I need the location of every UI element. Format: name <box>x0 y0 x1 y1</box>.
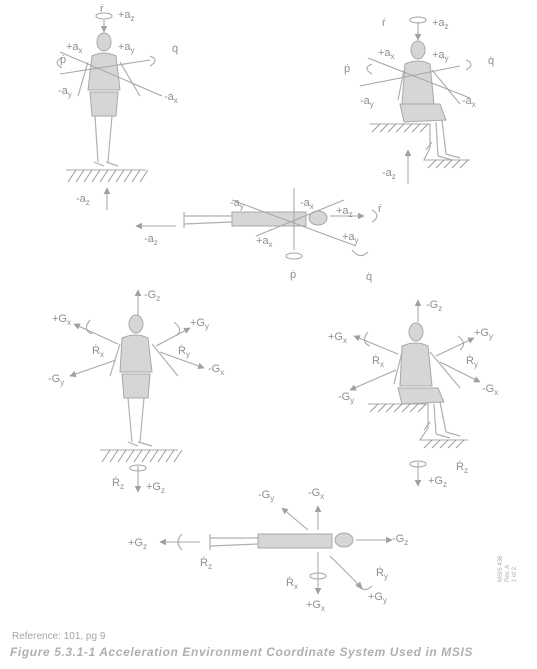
ax-pos-label: +ax <box>66 41 83 55</box>
gz-pos-label: +Gz <box>128 537 147 551</box>
ry-label: Ṙy <box>178 344 190 359</box>
gz-neg-label: -Gz <box>392 533 408 547</box>
ax-neg-label: -ax <box>164 91 178 105</box>
gx-pos-label: +Gx <box>306 599 325 613</box>
az-neg-label: -az <box>382 167 396 181</box>
rz-label: Ṙz <box>456 460 468 475</box>
gz-neg-label: -Gz <box>144 289 160 303</box>
supine-figure <box>183 210 328 228</box>
ax-neg-label: -ax <box>462 95 476 109</box>
gy-neg-label: -Gy <box>258 489 274 503</box>
panel-supine-acceleration: -az -ay -ax +az ṙ +ax +ay ṗ q̇ <box>135 188 382 283</box>
seat-hatch <box>370 123 470 169</box>
p-dot-label: ṗ <box>290 269 296 281</box>
gy-pos-label: +Gy <box>368 591 387 605</box>
az-pos-label: +az <box>118 9 135 23</box>
ground-hatch <box>100 449 183 463</box>
ay-pos-label: +ay <box>342 231 359 245</box>
ry-label: Ṙy <box>376 566 388 581</box>
seat-hatch <box>368 403 468 449</box>
gx-pos-label: +Gx <box>52 313 71 327</box>
reference-note: Reference: 101, pg 9 <box>12 631 106 642</box>
rx-label: Ṙx <box>372 354 384 369</box>
panel-supine-g: +Gz Ṙz -Gy -Gx -Gz Ṙx Ṙy +Gx +Gy <box>128 487 408 613</box>
r-dot-label: ṙ <box>382 17 386 29</box>
supine-figure <box>209 532 354 550</box>
gz-pos-label: +Gz <box>146 481 165 495</box>
gy-pos-label: +Gy <box>474 327 493 341</box>
gx-neg-label: -Gx <box>482 383 498 397</box>
doc-number: MSIS 436 <box>498 555 504 582</box>
ay-pos-label: +ay <box>432 49 449 63</box>
az-pos-label: +az <box>432 17 449 31</box>
ax-neg-label: -ax <box>300 197 314 211</box>
rx-label: Ṙx <box>92 344 104 359</box>
rz-label: Ṙz <box>112 476 124 491</box>
ry-label: Ṙy <box>466 354 478 369</box>
gz-neg-label: -Gz <box>426 299 442 313</box>
figure-caption: Figure 5.3.1-1 Acceleration Environment … <box>10 645 473 659</box>
az-pos-label: +az <box>336 205 353 219</box>
standing-figure <box>109 314 179 447</box>
r-dot-label: ṙ <box>100 3 104 15</box>
doc-revision: Rev. A <box>505 564 511 582</box>
q-dot-label: q̇ <box>366 271 372 283</box>
q-dot-label: q̇ <box>172 43 178 55</box>
seated-figure <box>397 40 461 161</box>
r-dot-label: ṙ <box>378 203 382 215</box>
p-dot-label: ṗ <box>344 63 350 75</box>
ay-neg-label: -ay <box>360 95 374 109</box>
gy-neg-label: -Gy <box>48 373 64 387</box>
doc-page: 1 of 2. <box>512 565 518 582</box>
document-id-note: MSIS 436 Rev. A 1 of 2. <box>498 542 519 582</box>
ay-pos-label: +ay <box>118 41 135 55</box>
panel-standing-g: -Gz +Gx +Gy Ṙx Ṙy -Gy -Gx Ṙz +Gz <box>48 289 224 495</box>
gy-neg-label: -Gy <box>338 391 354 405</box>
ay-neg-label: -ay <box>58 85 72 99</box>
gx-neg-label: -Gx <box>308 487 324 501</box>
gy-pos-label: +Gy <box>190 317 209 331</box>
ground-hatch <box>66 169 149 183</box>
seated-figure <box>393 322 461 439</box>
gz-pos-label: +Gz <box>428 475 447 489</box>
rx-label: Ṙx <box>286 576 298 591</box>
az-neg-label: -az <box>144 233 158 247</box>
ax-pos-label: +ax <box>256 235 273 249</box>
gx-pos-label: +Gx <box>328 331 347 345</box>
gx-neg-label: -Gx <box>208 363 224 377</box>
rz-label: Ṙz <box>200 556 212 571</box>
az-neg-label: -az <box>76 193 90 207</box>
q-dot-label: q̇ <box>488 55 494 67</box>
p-dot-label: ṗ <box>60 54 66 66</box>
panel-standing-acceleration: ṙ +az ṗ q̇ +ax +ay -ay -ax -az <box>56 3 178 210</box>
panel-seated-g: -Gz +Gx +Gy Ṙx Ṙy -Gy -Gx Ṙz +Gz <box>328 299 498 489</box>
ay-neg-label: -ay <box>230 197 244 211</box>
panel-seated-acceleration: ṙ +az ṗ q̇ +ax +ay -ay -ax -az <box>344 16 494 184</box>
ax-pos-label: +ax <box>378 47 395 61</box>
